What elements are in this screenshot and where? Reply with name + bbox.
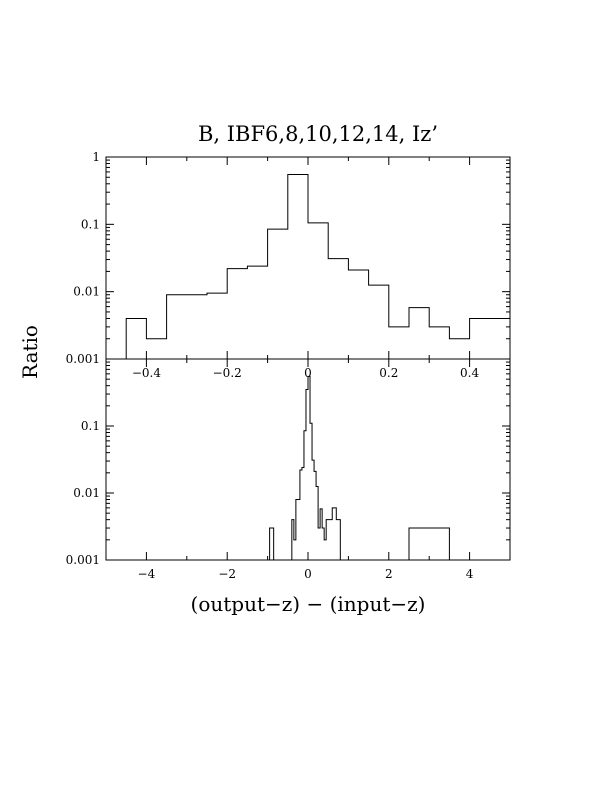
y-tick-label: 0.001: [66, 352, 100, 366]
x-tick-label: −4: [138, 567, 156, 581]
y-tick-label: 0.1: [81, 217, 100, 231]
x-tick-label: 4: [466, 567, 474, 581]
x-tick-label: −0.4: [132, 366, 162, 380]
y-tick-label: 1: [92, 150, 100, 164]
histogram-bin: [408, 527, 450, 560]
bottom-panel: 0.001 0.01 0.1 −4 −2 0 2 4: [66, 358, 511, 581]
x-tick-label: −0.2: [213, 366, 242, 380]
x-tick-label: 0.2: [379, 366, 398, 380]
y-tick-label: 0.001: [66, 553, 100, 567]
x-tick-label: −2: [218, 567, 236, 581]
chart-title: B, IBF6,8,10,12,14, Iz’: [198, 122, 438, 146]
x-axis-label: (output−z) − (input−z): [191, 592, 426, 616]
x-tick-label: 0: [304, 567, 312, 581]
y-tick-label: 0.01: [73, 486, 100, 500]
x-tick-label: 2: [385, 567, 393, 581]
histogram-series: [267, 375, 341, 561]
x-tick-label: 0.4: [460, 366, 479, 380]
histogram-series: [106, 173, 510, 360]
top-panel: 0.001 0.01 0.1 1 −0.4 −0.2 0 0.2 0.4: [66, 150, 511, 380]
y-tick-label: 0.01: [73, 285, 100, 299]
x-tick-label: 0: [304, 366, 312, 380]
y-axis-label: Ratio: [18, 325, 42, 379]
y-tick-label: 0.1: [81, 419, 100, 433]
